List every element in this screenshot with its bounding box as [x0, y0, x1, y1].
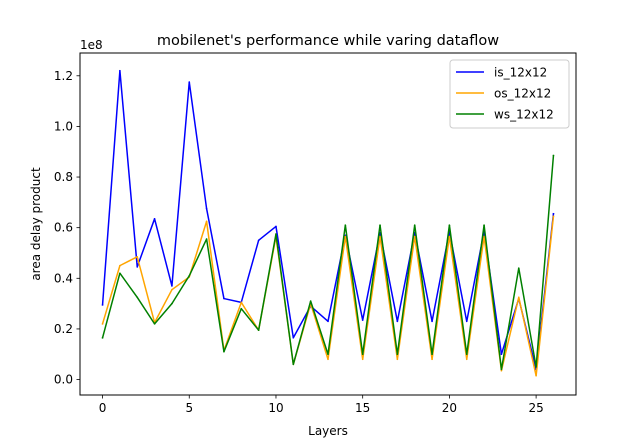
legend: is_12x12 os_12x12 ws_12x12: [449, 59, 570, 129]
y-tick-label: 0.6: [54, 221, 73, 235]
data-point-os_12x12-19: [431, 358, 433, 361]
data-point-is_12x12-14: [344, 234, 347, 237]
data-point-ws_12x12-3: [153, 323, 156, 325]
data-point-ws_12x12-1: [119, 272, 121, 275]
data-point-is_12x12-21: [465, 320, 468, 323]
data-point-is_12x12-6: [205, 207, 208, 210]
x-tick-label: 5: [185, 401, 193, 415]
data-point-ws_12x12-6: [205, 238, 208, 240]
data-point-ws_12x12-11: [292, 363, 295, 366]
data-point-is_12x12-3: [153, 218, 156, 220]
data-point-os_12x12-0: [101, 323, 104, 325]
data-point-is_12x12-13: [327, 320, 329, 323]
data-point-os_12x12-22: [483, 235, 485, 238]
data-point-is_12x12-23: [500, 353, 503, 356]
data-point-ws_12x12-5: [188, 274, 191, 277]
legend-label-os_12x12: os_12x12: [494, 87, 551, 101]
y-axis-offset-label: 1e8: [80, 38, 103, 52]
data-point-os_12x12-15: [361, 358, 364, 361]
data-point-ws_12x12-8: [240, 307, 243, 310]
data-point-ws_12x12-26: [552, 154, 555, 157]
data-point-os_12x12-2: [136, 255, 139, 258]
data-point-ws_12x12-19: [431, 353, 433, 356]
y-tick-label: 0.8: [54, 170, 73, 184]
data-point-ws_12x12-7: [223, 350, 225, 353]
data-point-is_12x12-11: [292, 336, 295, 339]
data-point-ws_12x12-17: [396, 353, 399, 356]
data-point-ws_12x12-23: [500, 368, 503, 371]
x-tick-label: 0: [99, 401, 107, 415]
data-point-is_12x12-0: [101, 304, 104, 306]
data-point-ws_12x12-13: [327, 353, 329, 356]
data-point-os_12x12-8: [240, 301, 243, 304]
data-point-ws_12x12-15: [361, 353, 364, 356]
data-point-ws_12x12-4: [171, 302, 173, 305]
y-axis-label: area delay product: [29, 167, 43, 281]
data-point-is_12x12-17: [396, 320, 399, 323]
data-point-is_12x12-1: [119, 69, 121, 72]
data-point-os_12x12-17: [396, 358, 399, 361]
data-point-ws_12x12-9: [257, 329, 260, 331]
data-point-is_12x12-4: [171, 285, 173, 287]
data-point-is_12x12-9: [257, 239, 260, 242]
y-axis: 0.0 0.2 0.4 0.6 0.8 1.0 1.2: [54, 69, 80, 387]
data-point-os_12x12-24: [517, 296, 520, 299]
data-point-is_12x12-5: [188, 81, 191, 83]
x-tick-label: 25: [528, 401, 543, 415]
legend-frame: [449, 59, 570, 129]
data-point-ws_12x12-12: [309, 300, 312, 302]
legend-label-ws_12x12: ws_12x12: [494, 108, 554, 122]
data-point-ws_12x12-18: [413, 224, 416, 226]
data-point-os_12x12-25: [535, 374, 537, 377]
data-point-ws_12x12-22: [483, 224, 485, 226]
y-tick-label: 1.2: [54, 69, 73, 83]
plot-area-frame: [79, 52, 577, 396]
series-line-ws_12x12: [101, 154, 555, 371]
y-tick-label: 0.4: [54, 271, 73, 285]
data-point-ws_12x12-0: [101, 336, 104, 339]
data-point-is_12x12-26: [552, 212, 555, 215]
data-point-os_12x12-26: [552, 215, 555, 218]
data-point-os_12x12-23: [500, 369, 503, 372]
data-point-ws_12x12-21: [465, 353, 468, 356]
legend-label-is_12x12: is_12x12: [494, 66, 547, 80]
data-point-os_12x12-20: [448, 235, 451, 238]
data-point-ws_12x12-25: [535, 366, 537, 368]
data-point-ws_12x12-10: [275, 233, 277, 235]
x-tick-label: 10: [268, 401, 283, 415]
data-point-is_12x12-10: [275, 225, 277, 228]
data-point-os_12x12-14: [344, 235, 347, 238]
data-point-ws_12x12-14: [344, 224, 347, 226]
data-point-os_12x12-21: [465, 358, 468, 361]
data-point-os_12x12-18: [413, 235, 416, 238]
chart-title: mobilenet's performance while varing dat…: [157, 33, 499, 49]
data-point-is_12x12-2: [136, 266, 139, 268]
data-point-is_12x12-7: [223, 297, 225, 300]
data-point-ws_12x12-24: [517, 267, 520, 269]
x-tick-label: 15: [355, 401, 370, 415]
data-point-is_12x12-15: [361, 319, 364, 321]
data-point-os_12x12-1: [119, 264, 121, 267]
data-point-ws_12x12-16: [379, 224, 381, 226]
x-axis-label: Layers: [308, 424, 348, 438]
x-tick-label: 20: [442, 401, 457, 415]
y-tick-label: 1.0: [54, 119, 73, 133]
data-point-ws_12x12-2: [136, 296, 139, 299]
y-tick-label: 0.0: [54, 373, 73, 387]
x-axis: 0 5 10 15 20 25: [99, 395, 544, 415]
data-point-is_12x12-19: [431, 320, 433, 323]
plot-lines: [101, 69, 555, 377]
data-point-os_12x12-6: [205, 220, 208, 223]
y-tick-label: 0.2: [54, 322, 73, 336]
data-point-os_12x12-13: [327, 358, 329, 361]
data-point-os_12x12-16: [379, 235, 381, 238]
data-point-ws_12x12-20: [448, 224, 451, 226]
data-point-os_12x12-4: [171, 288, 173, 291]
